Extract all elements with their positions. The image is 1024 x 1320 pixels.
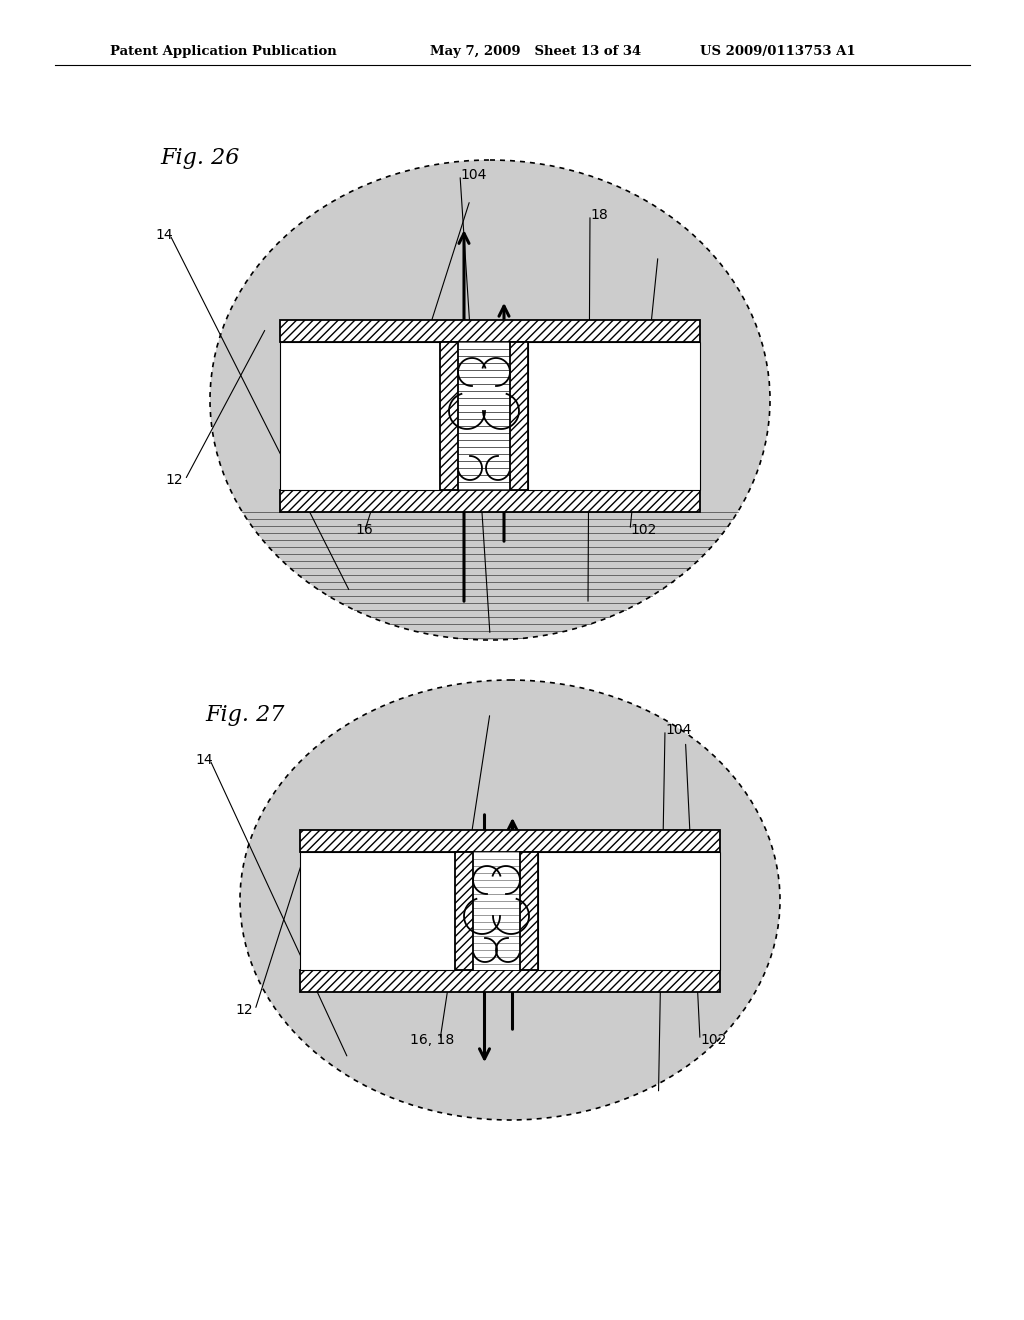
- Bar: [455, 851, 473, 970]
- Bar: [473, 851, 520, 970]
- Text: 112: 112: [315, 383, 341, 397]
- Text: US 2009/0113753 A1: US 2009/0113753 A1: [700, 45, 856, 58]
- Text: Fig. 27: Fig. 27: [205, 704, 285, 726]
- Text: Patent Application Publication: Patent Application Publication: [110, 45, 337, 58]
- Bar: [300, 851, 455, 970]
- Bar: [300, 970, 720, 993]
- Text: 16, 18: 16, 18: [410, 1034, 455, 1047]
- Ellipse shape: [210, 160, 770, 640]
- Text: May 7, 2009   Sheet 13 of 34: May 7, 2009 Sheet 13 of 34: [430, 45, 641, 58]
- Text: 18: 18: [590, 209, 608, 222]
- Text: 106: 106: [640, 422, 667, 437]
- Text: 108: 108: [305, 883, 332, 898]
- Text: 102: 102: [630, 523, 656, 537]
- Text: 112: 112: [305, 843, 332, 857]
- Bar: [520, 851, 538, 970]
- Text: 104: 104: [460, 168, 486, 182]
- Text: Fig. 26: Fig. 26: [160, 147, 240, 169]
- Text: 106: 106: [675, 878, 701, 892]
- Text: 14: 14: [195, 752, 213, 767]
- Ellipse shape: [240, 680, 780, 1119]
- Text: 12: 12: [234, 1003, 253, 1016]
- Text: 112: 112: [300, 483, 327, 498]
- Text: 112: 112: [325, 913, 351, 927]
- Bar: [510, 342, 528, 490]
- Bar: [458, 342, 510, 490]
- Bar: [280, 342, 440, 490]
- Bar: [280, 490, 700, 512]
- Text: 14: 14: [155, 228, 173, 242]
- Text: 108: 108: [295, 422, 322, 437]
- Bar: [538, 851, 720, 970]
- Bar: [300, 830, 720, 993]
- Bar: [300, 830, 720, 851]
- Text: 16: 16: [355, 523, 373, 537]
- Text: 102: 102: [700, 1034, 726, 1047]
- Text: 104: 104: [665, 723, 691, 737]
- Text: 12: 12: [165, 473, 182, 487]
- Bar: [440, 342, 458, 490]
- Bar: [280, 319, 700, 512]
- Bar: [280, 319, 700, 342]
- Bar: [528, 342, 700, 490]
